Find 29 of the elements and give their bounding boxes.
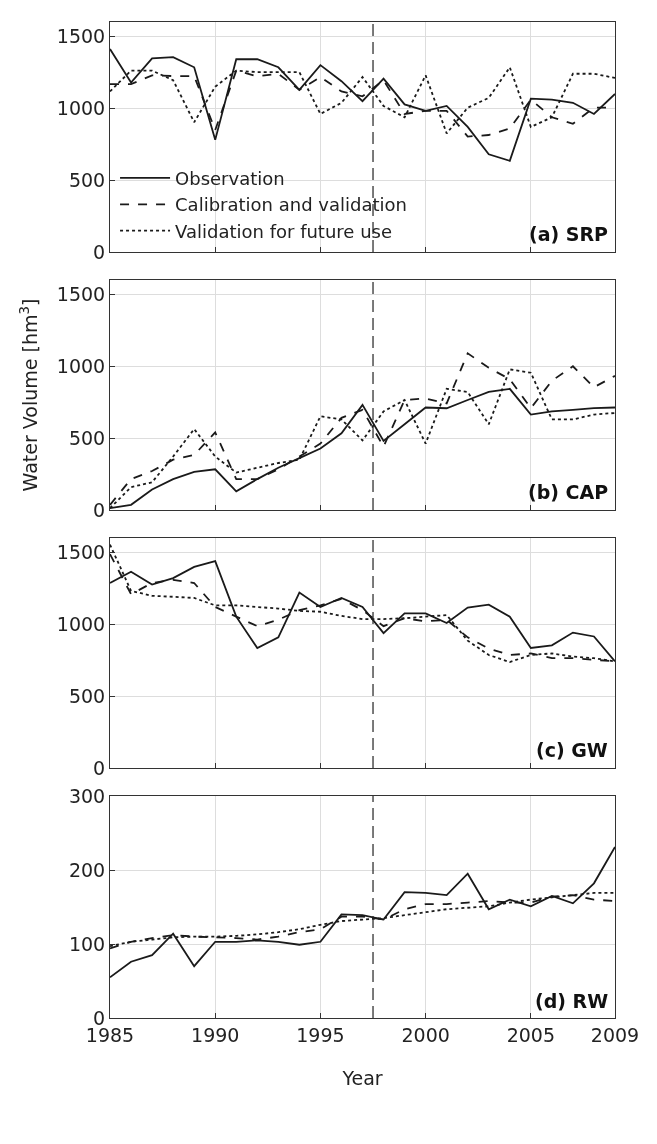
y-tick-label: 0 xyxy=(93,498,106,521)
annotation: (d) RW xyxy=(535,990,609,1012)
annotation: (a) SRP xyxy=(529,223,609,245)
y-tick-label: 500 xyxy=(68,684,106,707)
x-tick-label: 2005 xyxy=(506,1023,556,1046)
x-tick-label: 1995 xyxy=(296,1023,345,1046)
y-tick-label: 1000 xyxy=(56,96,106,119)
x-axis-title: Year xyxy=(341,1067,383,1089)
x-tick-label: 2009 xyxy=(590,1023,640,1046)
y-tick-label: 500 xyxy=(68,168,106,191)
y-tick-label: 0 xyxy=(93,1006,106,1029)
x-tick-label: 2000 xyxy=(401,1023,450,1046)
legend-label: Observation xyxy=(175,167,285,189)
y-tick-label: 500 xyxy=(68,426,106,449)
y-tick-label: 1000 xyxy=(56,612,106,635)
y-tick-label: 300 xyxy=(68,784,106,807)
y-tick-label: 200 xyxy=(68,858,106,881)
annotation: (b) CAP xyxy=(528,481,609,503)
y-tick-label: 0 xyxy=(93,756,106,779)
legend-label: Calibration and validation xyxy=(175,194,407,216)
x-tick-label: 1990 xyxy=(191,1023,240,1046)
y-tick-label: 1500 xyxy=(56,541,106,564)
annotation: (c) GW xyxy=(536,739,608,761)
y-tick-label: 1000 xyxy=(56,354,106,377)
y-tick-label: 100 xyxy=(68,932,106,955)
legend-label: Validation for future use xyxy=(175,220,392,242)
y-tick-label: 1500 xyxy=(56,283,106,306)
y-tick-label: 0 xyxy=(93,240,106,263)
y-tick-label: 1500 xyxy=(56,25,106,48)
